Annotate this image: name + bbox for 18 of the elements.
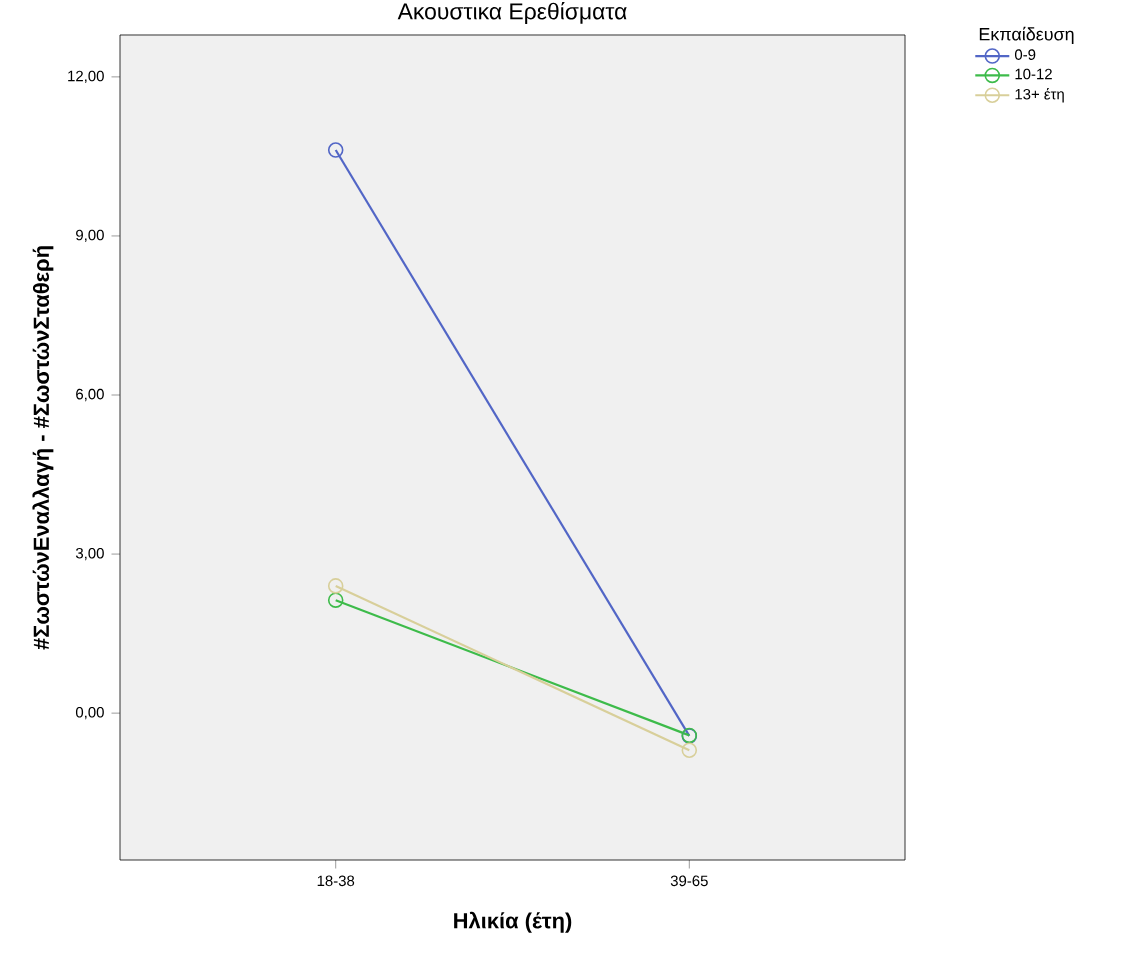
y-tick-label: 12,00 [68,70,104,84]
y-tick-label: 6,00 [76,388,104,402]
legend-title: Εκπαίδευση [979,26,1074,45]
point [327,578,344,594]
y-tick-label: 0,00 [75,706,104,720]
point [327,142,344,158]
x-tick-label: 39-65 [670,875,708,887]
point [327,592,344,608]
x-axis-title: Ηλικία (έτη) [454,911,572,933]
y-axis-title: #ΣωστώνΕναλλαγή - #ΣωστώνΣταθερή [32,246,54,650]
x-tick-label: 18-38 [317,875,355,887]
legend-label: 10-12 [1015,68,1052,80]
legend-label: 13+ έτη [1015,88,1064,103]
y-tick-label: 9,00 [76,229,104,243]
y-tick-label: 3,00 [75,547,104,561]
chart-title: Ακουστικα Ερεθίσματα [397,1,627,24]
legend-label: 0-9 [1014,49,1036,60]
point [681,742,698,759]
